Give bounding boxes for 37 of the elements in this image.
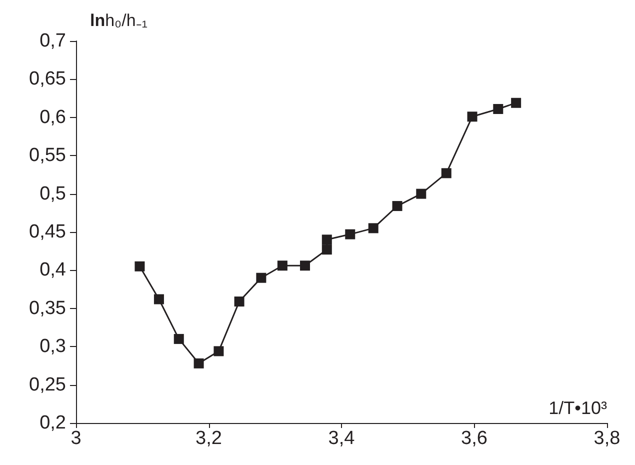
y-tick-label: 0,65 bbox=[29, 68, 66, 90]
point bbox=[277, 260, 288, 271]
point bbox=[322, 244, 332, 255]
y-axis-title: lnh₀/h₋₁ bbox=[90, 11, 148, 30]
point bbox=[467, 112, 478, 122]
y-tick-label: 0,25 bbox=[29, 374, 66, 396]
x-tick-label: 3,8 bbox=[594, 428, 620, 449]
point bbox=[392, 201, 402, 212]
x-axis-title: 1/T•10³ bbox=[548, 398, 607, 418]
y-tick-label: 0,3 bbox=[40, 336, 66, 358]
y-tick-label: 0,7 bbox=[40, 30, 66, 52]
point bbox=[154, 294, 164, 304]
point bbox=[194, 358, 204, 368]
x-tick-label: 3 bbox=[70, 428, 82, 449]
y-tick-label: 0,55 bbox=[29, 145, 66, 166]
point bbox=[493, 104, 504, 114]
point bbox=[234, 296, 244, 307]
point bbox=[300, 260, 310, 271]
y-tick-label: 0,2 bbox=[40, 412, 66, 434]
y-tick-label: 0,45 bbox=[29, 222, 66, 242]
x-tick-label: 3,6 bbox=[461, 428, 488, 449]
x-tick-label: 3,4 bbox=[328, 428, 356, 449]
point bbox=[368, 223, 378, 234]
point bbox=[256, 272, 266, 283]
y-tick-label: 0,35 bbox=[29, 298, 66, 319]
point bbox=[322, 234, 332, 245]
point bbox=[345, 229, 356, 240]
point bbox=[134, 261, 145, 272]
y-tick-label: 0,5 bbox=[40, 183, 66, 204]
y-tick-label: 0,4 bbox=[40, 260, 66, 281]
point bbox=[416, 188, 426, 199]
point bbox=[214, 346, 224, 356]
x-tick-label: 3,2 bbox=[196, 428, 222, 449]
y-tick-label: 0,6 bbox=[40, 106, 66, 128]
point bbox=[174, 334, 184, 344]
point bbox=[511, 98, 522, 108]
point bbox=[441, 168, 452, 178]
